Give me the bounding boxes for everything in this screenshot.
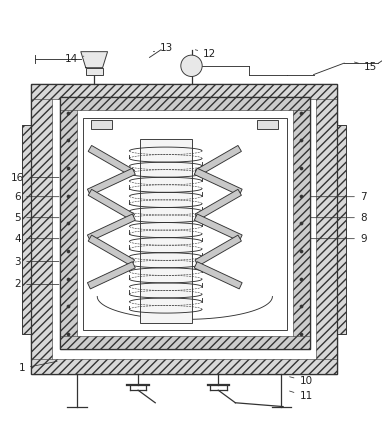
Bar	[31, 359, 337, 374]
Text: 6: 6	[15, 192, 59, 202]
Bar	[87, 168, 135, 195]
Bar	[31, 84, 52, 374]
Polygon shape	[81, 52, 108, 68]
Bar	[60, 97, 310, 350]
Bar	[88, 235, 134, 266]
Bar	[140, 140, 192, 323]
Bar	[316, 84, 337, 374]
Bar	[22, 125, 31, 334]
Text: 14: 14	[65, 54, 84, 64]
Bar	[86, 68, 103, 74]
Bar	[87, 214, 135, 241]
Text: 9: 9	[311, 233, 367, 244]
Circle shape	[181, 55, 202, 77]
Text: 10: 10	[290, 376, 313, 386]
Text: 4: 4	[15, 233, 59, 244]
Bar	[83, 118, 287, 330]
Bar	[337, 125, 346, 334]
Bar	[60, 97, 77, 350]
Bar	[88, 189, 134, 220]
Bar	[195, 235, 241, 266]
Bar	[31, 84, 337, 374]
Bar	[293, 97, 310, 350]
Bar	[257, 120, 278, 129]
Bar	[194, 214, 242, 241]
Text: 16: 16	[11, 173, 59, 183]
Bar	[194, 168, 242, 195]
Bar	[60, 337, 310, 350]
Bar	[195, 145, 241, 176]
Bar	[22, 125, 31, 334]
Bar	[60, 97, 310, 110]
Bar	[194, 262, 242, 289]
Bar	[195, 189, 241, 220]
Bar	[87, 262, 135, 289]
Bar	[60, 97, 310, 350]
Bar	[31, 84, 337, 374]
Text: 1: 1	[18, 361, 57, 373]
Text: 5: 5	[15, 213, 59, 223]
Text: 11: 11	[290, 391, 313, 401]
Text: 7: 7	[311, 192, 367, 202]
Bar	[31, 84, 337, 99]
Text: 13: 13	[153, 43, 173, 53]
Text: 3: 3	[15, 256, 59, 267]
Bar	[91, 120, 112, 129]
Text: 2: 2	[15, 280, 59, 289]
Text: 12: 12	[195, 49, 216, 58]
Text: 8: 8	[311, 213, 367, 223]
Text: 15: 15	[354, 62, 378, 72]
Bar	[88, 145, 134, 176]
Bar	[337, 125, 346, 334]
